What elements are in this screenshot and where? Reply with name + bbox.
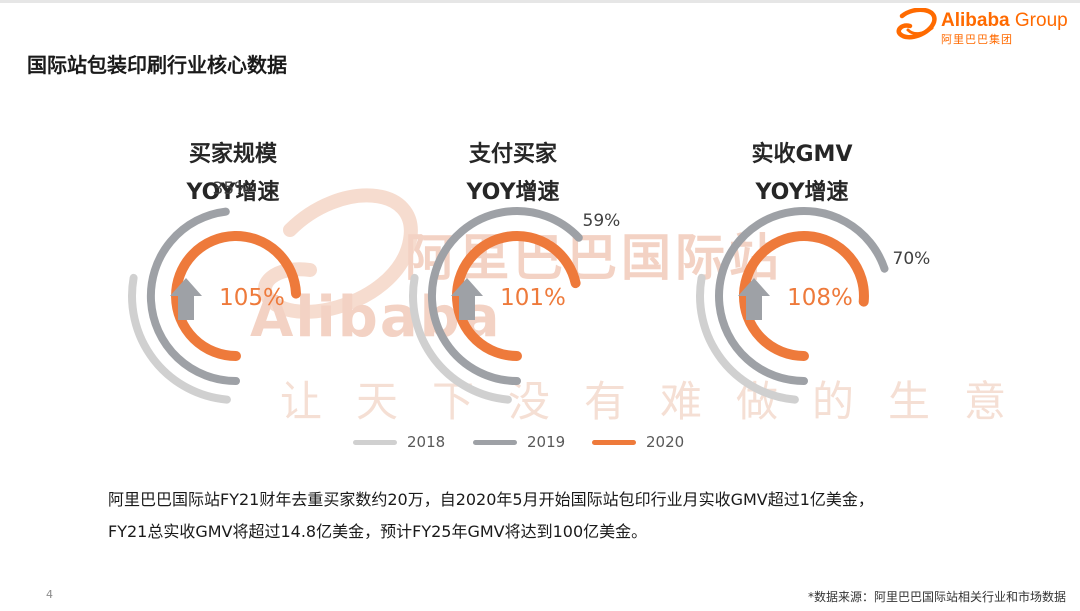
arc-2019: [428, 207, 583, 385]
data-label-2020: 108%: [787, 285, 853, 311]
up-arrow-icon: [170, 278, 202, 320]
top-divider: [0, 0, 1080, 3]
data-label-2019: 35%: [213, 179, 251, 199]
arc-2019: [146, 207, 240, 385]
data-label-2020: 105%: [219, 285, 285, 311]
gauge-title-line2: YOY增速: [186, 180, 280, 205]
watermark-line3: 让天下没有难做的生意: [280, 377, 1041, 426]
legend-item-2019: 2019: [473, 432, 565, 452]
data-source-note: *数据来源：阿里巴巴国际站相关行业和市场数据: [807, 590, 1066, 604]
arc-2018: [128, 273, 231, 404]
logo-wordmark: Alibaba Group: [941, 10, 1068, 31]
legend-item-2020: 2020: [592, 432, 684, 452]
page-number: 4: [46, 588, 53, 601]
gauge-title-line1: 支付买家: [468, 142, 557, 167]
arc-2020: [452, 231, 581, 361]
legend-swatch: [592, 439, 636, 445]
data-label-2019: 59%: [583, 211, 621, 231]
gauge-title-paying-buyers: 支付买家 YOY增速: [393, 136, 633, 212]
arc-2020: [171, 231, 301, 361]
gauge-title-gmv: 实收GMV YOY增速: [682, 136, 922, 212]
body-text-line2: FY21总实收GMV将超过14.8亿美金，预计FY25年GMV将达到100亿美金…: [108, 522, 648, 541]
gauge-title-line1: 实收GMV: [751, 142, 853, 167]
gauge-title-line1: 买家规模: [188, 142, 277, 167]
gauge-title-line2: YOY增速: [755, 180, 849, 205]
legend-label: 2018: [407, 433, 446, 451]
alibaba-group-logo: Alibaba Group 阿里巴巴集团: [894, 7, 1074, 46]
radial-chart-3: 70% 108%: [696, 207, 931, 404]
radial-chart-2: 59% 101%: [409, 207, 621, 404]
arc-2019: [715, 207, 889, 385]
up-arrow-icon: [451, 278, 483, 320]
alibaba-smile-icon: [896, 7, 937, 40]
up-arrow-icon: [738, 278, 770, 320]
data-label-2020: 101%: [500, 285, 566, 311]
legend-label: 2020: [646, 433, 685, 451]
legend-item-2018: 2018: [353, 432, 445, 452]
legend-swatch: [473, 439, 517, 445]
legend-swatch: [353, 439, 397, 445]
page-title: 国际站包装印刷行业核心数据: [27, 53, 287, 77]
arc-2018: [696, 273, 799, 404]
arc-2020: [738, 231, 869, 361]
arc-2018: [409, 273, 512, 404]
legend-label: 2019: [527, 433, 566, 451]
logo-subtitle: 阿里巴巴集团: [941, 33, 1013, 46]
radial-chart-1: 35% 105%: [128, 179, 301, 404]
gauge-title-buyers: 买家规模 YOY增速: [113, 136, 353, 212]
gauge-title-line2: YOY增速: [466, 180, 560, 205]
body-text-line1: 阿里巴巴国际站FY21财年去重买家数约20万，自2020年5月开始国际站包印行业…: [108, 490, 874, 509]
data-label-2019: 70%: [893, 249, 931, 269]
